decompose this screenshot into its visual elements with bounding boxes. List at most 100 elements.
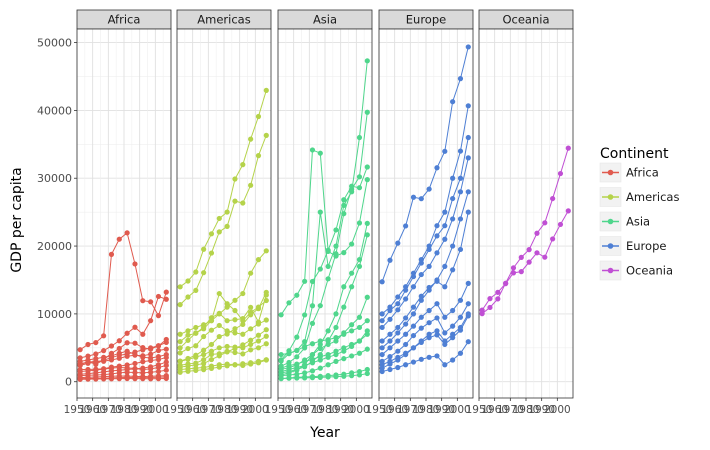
data-point [185,294,191,300]
data-point [465,44,471,50]
data-point [426,263,432,270]
data-point [317,357,323,363]
data-point [108,371,115,377]
data-point [364,318,370,324]
legend-key-point [607,243,614,249]
data-point [387,316,393,322]
data-point [465,155,471,161]
x-tick-label: 1970 [195,404,222,416]
data-point [325,328,331,334]
x-tick-label: 1960 [179,404,206,416]
data-point [148,376,154,382]
data-point [155,368,162,375]
y-axis: 0 10000 20000 30000 40000 50000 [37,37,77,389]
data-point [442,263,448,270]
data-point [379,318,385,324]
data-point [403,296,409,302]
data-point [155,313,162,319]
x-tick-label: 1990 [528,404,555,416]
data-point [185,337,191,343]
data-point [479,307,485,313]
x-tick-label: 2000 [343,404,370,416]
x-tick-label: 1950 [466,404,493,416]
data-point [163,296,169,302]
data-point [248,270,254,276]
data-point [426,354,432,360]
data-point [410,273,417,280]
data-point [418,297,424,303]
data-point [309,278,316,285]
data-point [263,357,269,363]
data-point [309,303,316,309]
data-point [410,332,417,339]
data-point [85,357,91,363]
data-point [364,58,370,64]
data-point [325,374,331,380]
data-point [85,372,91,378]
data-point [418,196,424,202]
data-point [325,362,331,368]
facet-strip-label: Oceania [502,13,549,27]
x-tick-label: 2000 [544,404,571,416]
x-tick-label: 2000 [142,404,169,416]
data-point [403,351,409,358]
data-point [341,211,347,217]
data-point [317,365,323,371]
data-point [93,372,99,378]
data-point [410,284,417,290]
data-point [208,348,215,354]
data-point [116,345,122,352]
data-point [101,376,107,382]
data-point [224,361,230,367]
x-tick-label: 1980 [211,404,238,416]
data-point [148,299,154,305]
x-tick-label: 1960 [381,404,408,416]
data-point [403,321,409,327]
data-point [349,241,355,247]
data-point [124,375,130,382]
data-point [325,247,331,253]
data-point [155,293,162,300]
data-point [248,347,254,353]
data-point [333,311,339,317]
legend-title: Continent [600,146,669,162]
data-point [177,350,183,356]
data-point [101,333,107,339]
facet-strip-label: Europe [406,13,446,27]
data-point [457,148,464,154]
data-point [379,345,385,351]
data-point [240,321,246,328]
data-point [240,362,246,369]
data-point [379,279,385,285]
data-point [302,312,308,318]
data-point [434,165,440,171]
data-point [240,200,246,206]
data-point [155,364,162,371]
legend-item-africa: Africa [599,162,659,183]
legend-key-point [607,194,614,200]
data-point [333,324,339,331]
data-point [518,254,524,260]
data-point [395,240,401,246]
data-point [263,341,269,347]
data-point [379,365,385,371]
legend-item-asia: Asia [599,211,650,232]
data-point [185,332,191,338]
data-point [185,345,191,352]
data-point [302,343,308,350]
data-point [309,351,316,358]
y-tick-label: 0 [65,376,72,389]
data-point [294,292,300,298]
data-point [248,337,254,343]
data-point [565,145,571,151]
data-point [177,345,183,351]
data-point [442,209,448,215]
data-point [442,148,448,154]
data-point [450,216,456,222]
data-point [177,358,183,364]
facet-panels: Africa195019601970198019902000Americas19… [37,9,574,416]
data-point [333,251,339,257]
